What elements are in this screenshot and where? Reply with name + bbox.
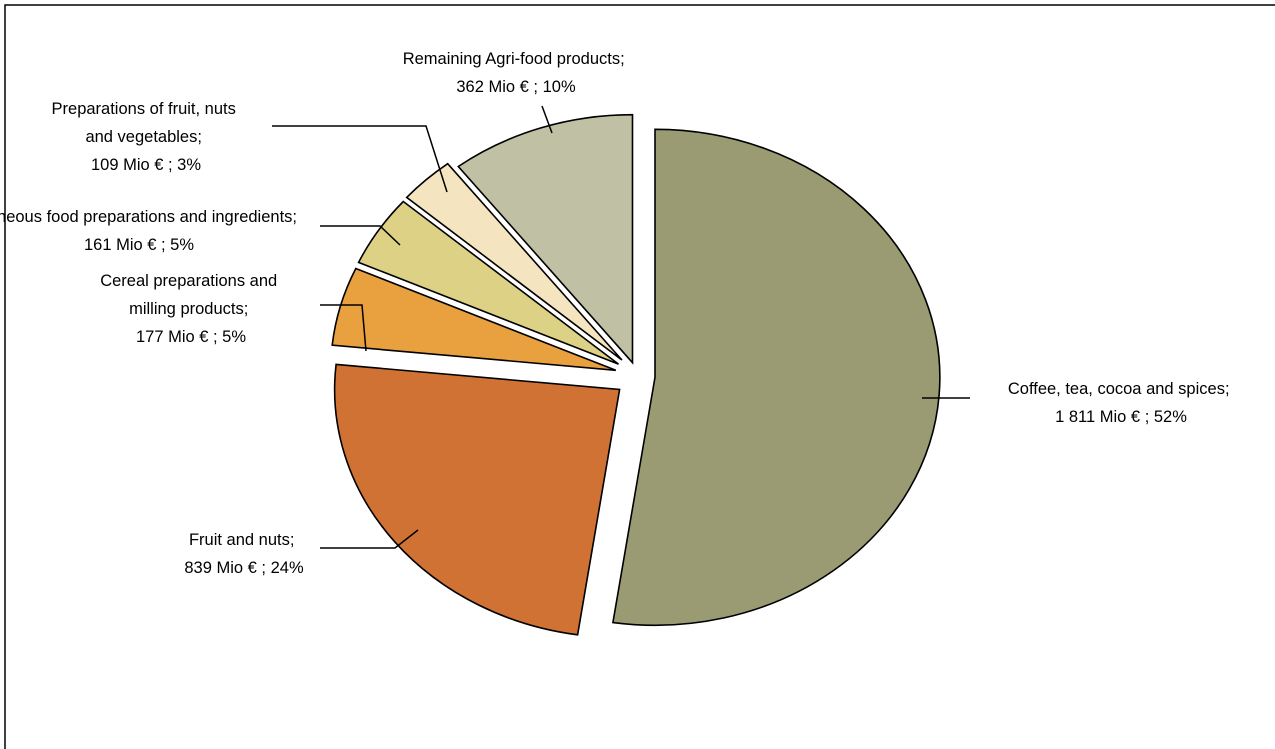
- label-prep-fruit: Preparations of fruit, nuts and vegetabl…: [52, 100, 241, 174]
- label-misc-food: Miscellaneous food preparations and ingr…: [0, 208, 297, 226]
- label-remaining-line1: Remaining Agri-food products;: [403, 50, 625, 68]
- leader-lines: [272, 105, 970, 549]
- pie-slices: [331, 113, 941, 636]
- label-cereal-line2: milling products;: [129, 300, 248, 318]
- slice-misc-food: [357, 200, 619, 365]
- label-coffee-line2: 1 811 Mio € ; 52%: [1055, 408, 1187, 426]
- label-remaining: Remaining Agri-food products; 362 Mio € …: [403, 50, 630, 96]
- slice-fruit-nuts: [333, 363, 621, 636]
- leader-line-cereal: [320, 304, 367, 352]
- leader-line-prep-fruit: [272, 125, 448, 193]
- chart-border: [4, 4, 1275, 749]
- label-cereal-line1: Cereal preparations and: [100, 272, 277, 290]
- slice-coffee: [611, 128, 941, 627]
- label-prep-fruit-line2: and vegetables;: [85, 128, 202, 146]
- slice-cereal: [331, 267, 617, 372]
- label-cereal-line3: 177 Mio € ; 5%: [136, 328, 246, 346]
- label-remaining-line2: 362 Mio € ; 10%: [456, 78, 576, 96]
- label-cereal: Cereal preparations and milling products…: [100, 272, 282, 346]
- label-misc-food-line1: Miscellaneous food preparations and ingr…: [0, 208, 297, 226]
- label-prep-fruit-line1: Preparations of fruit, nuts: [52, 100, 236, 118]
- label-misc-food-line2: 161 Mio € ; 5%: [84, 236, 194, 254]
- label-misc-food-values: 161 Mio € ; 5%: [84, 236, 194, 254]
- label-coffee: Coffee, tea, cocoa and spices; 1 811 Mio…: [1008, 380, 1234, 426]
- leader-line-fruit-nuts: [320, 529, 419, 549]
- leader-line-remaining: [541, 105, 553, 134]
- label-fruit-nuts-line1: Fruit and nuts;: [189, 531, 294, 549]
- label-coffee-line1: Coffee, tea, cocoa and spices;: [1008, 380, 1230, 398]
- label-fruit-nuts: Fruit and nuts; 839 Mio € ; 24%: [184, 531, 304, 577]
- leader-line-misc-food: [320, 225, 401, 246]
- slice-remaining: [457, 113, 634, 365]
- slice-labels: Coffee, tea, cocoa and spices; 1 811 Mio…: [0, 50, 1234, 577]
- slice-prep-fruit: [405, 162, 623, 361]
- label-prep-fruit-line3: 109 Mio € ; 3%: [91, 156, 201, 174]
- label-fruit-nuts-line2: 839 Mio € ; 24%: [184, 559, 304, 577]
